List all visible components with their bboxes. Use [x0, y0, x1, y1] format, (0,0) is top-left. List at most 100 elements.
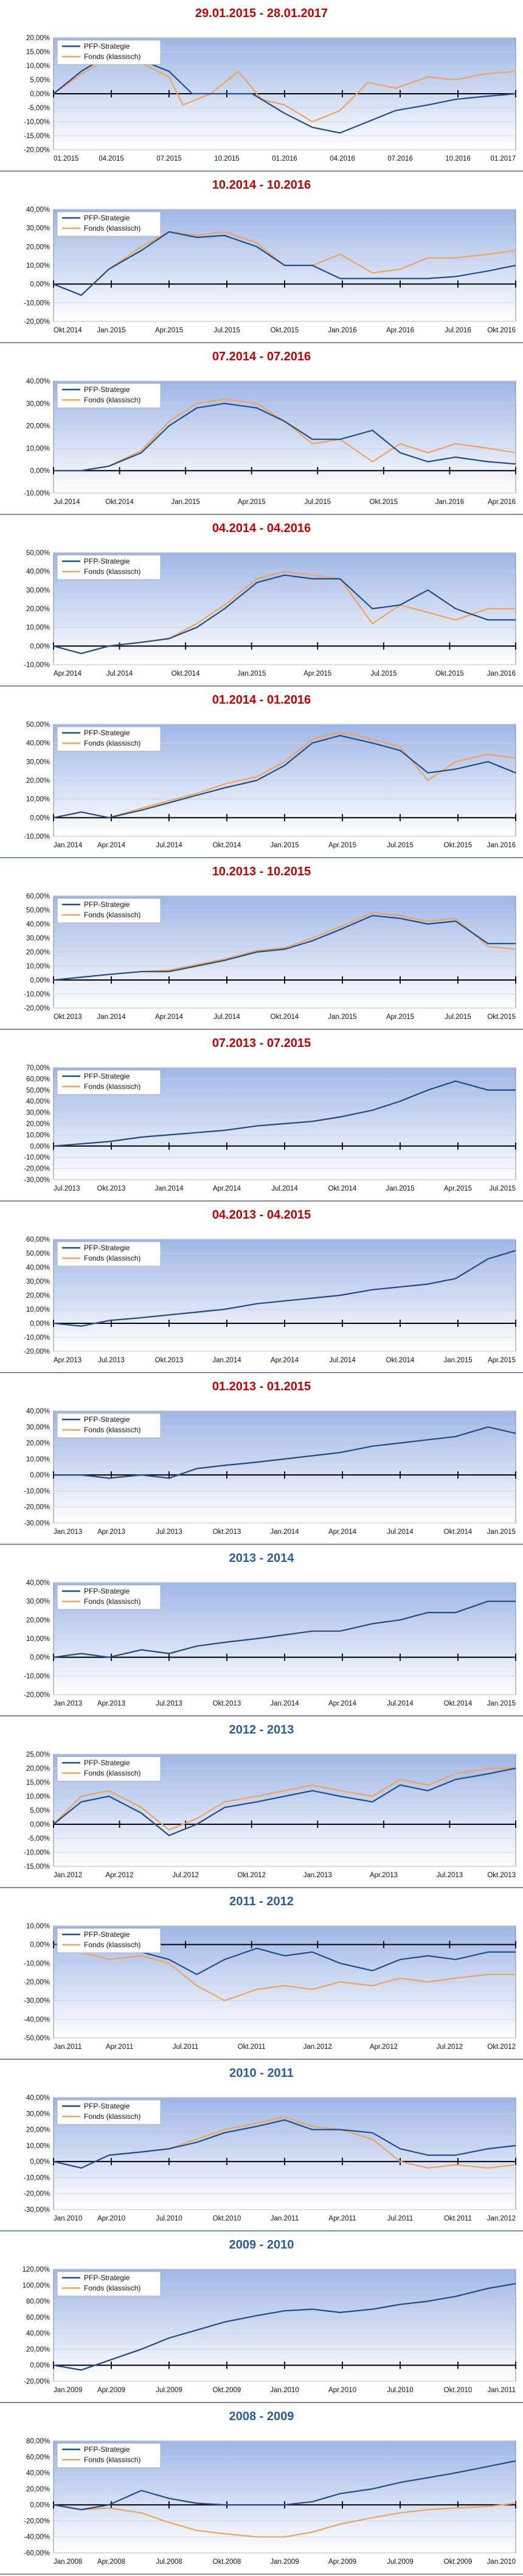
chart-panel: 10.2013 - 10.2015 60,00% 50,00% 40,00% 30,00… — [0, 858, 523, 1030]
x-tick-label: Okt.2014 — [171, 670, 200, 677]
x-tick-label: Jul.2014 — [106, 670, 133, 677]
line-chart: 01.2013 - 01.2015 40,00% 30,00% 20,00% 10,00… — [24, 1380, 516, 1536]
y-tick-label: 15,00% — [26, 1779, 50, 1787]
y-tick-label: 40,00% — [26, 921, 50, 928]
x-tick-label: Apr.2013 — [54, 1357, 81, 1364]
legend-label: Fonds (klassisch) — [84, 1597, 140, 1606]
x-tick-label: Jul.2011 — [387, 2215, 414, 2222]
y-tick-label: 60,00% — [26, 1076, 50, 1083]
y-tick-label: 40,00% — [26, 1580, 50, 1587]
x-tick-label: Jan.2011 — [488, 2387, 516, 2394]
x-tick-label: Jan.2012 — [303, 2043, 332, 2051]
x-tick-label: Jul.2013 — [98, 1357, 124, 1364]
legend-label: PFP-Strategie — [84, 1244, 130, 1252]
legend-label: PFP-Strategie — [84, 729, 130, 737]
line-chart: 10.2013 - 10.2015 60,00% 50,00% 40,00% 30,00… — [24, 865, 516, 1021]
y-tick-label: 0,00% — [30, 2158, 50, 2166]
legend-label: PFP-Strategie — [84, 214, 130, 222]
x-tick-label: Apr.2012 — [106, 1872, 134, 1879]
x-tick-label: Jul.2010 — [156, 2215, 182, 2222]
x-tick-label: Jan.2015 — [237, 670, 266, 677]
x-tick-label: Jul.2011 — [173, 2043, 199, 2051]
line-chart: 07.2013 - 07.2015 70,00% 60,00% 50,00% 40,00… — [24, 1037, 516, 1192]
x-tick-label: 01.2017 — [490, 155, 516, 163]
y-tick-label: 40,00% — [26, 2330, 50, 2337]
x-tick-label: Okt.2014 — [444, 1700, 473, 1707]
line-chart: 2009 - 2010 120,00% 100,00% 80,00% 60,00% 40,… — [23, 2238, 516, 2394]
y-tick-label: -10,00% — [24, 833, 50, 841]
legend-label: Fonds (klassisch) — [84, 224, 140, 233]
x-tick-label: Jul.2015 — [305, 499, 331, 506]
y-tick-label: 10,00% — [26, 1636, 50, 1643]
x-tick-label: Okt.2014 — [444, 1528, 473, 1536]
x-tick-label: Jul.2014 — [271, 1185, 298, 1192]
legend-label: Fonds (klassisch) — [84, 2455, 140, 2464]
x-tick-label: Okt.2012 — [487, 2043, 516, 2051]
chart-title: 2013 - 2014 — [229, 1552, 295, 1565]
y-tick-label: 60,00% — [26, 893, 50, 900]
x-tick-label: Jan.2012 — [54, 1872, 82, 1879]
y-tick-label: -15,00% — [24, 1863, 50, 1871]
x-tick-label: Jul.2010 — [387, 2387, 413, 2394]
legend — [57, 1413, 161, 1438]
legend-label: PFP-Strategie — [84, 385, 130, 394]
x-tick-label: Jul.2013 — [437, 1872, 463, 1879]
y-tick-label: 10,00% — [26, 1132, 50, 1139]
legend-label: Fonds (klassisch) — [84, 911, 140, 919]
x-tick-label: Jan.2014 — [54, 842, 83, 849]
y-tick-label: 5,00% — [30, 1807, 50, 1815]
x-tick-label: Jul.2015 — [213, 327, 240, 334]
x-tick-label: Apr.2015 — [386, 1013, 414, 1021]
legend-label: Fonds (klassisch) — [84, 1941, 140, 1949]
y-tick-label: 20,00% — [26, 606, 50, 613]
x-tick-label: Jan.2009 — [54, 2387, 82, 2394]
x-tick-label: Okt.2013 — [487, 1872, 516, 1879]
x-tick-label: Jan.2009 — [270, 2558, 299, 2566]
legend — [57, 1584, 161, 1610]
chart-panel: 07.2013 - 07.2015 70,00% 60,00% 50,00% 40,00… — [0, 1030, 523, 1202]
y-tick-label: 60,00% — [26, 2454, 50, 2461]
x-tick-label: Jul.2013 — [54, 1185, 80, 1192]
x-tick-label: Jan.2015 — [487, 1700, 516, 1707]
x-tick-label: Apr.2015 — [155, 327, 183, 334]
y-tick-label: 0,00% — [30, 467, 50, 475]
y-tick-label: 10,00% — [26, 1923, 50, 1930]
x-tick-label: Jan.2010 — [487, 2558, 516, 2566]
line-chart: 2012 - 2013 25,00% 20,00% 15,00% 10,00% 5,00%… — [24, 1723, 516, 1879]
x-tick-label: Jan.2016 — [487, 842, 516, 849]
legend-label: Fonds (klassisch) — [84, 52, 140, 61]
y-tick-label: 15,00% — [26, 49, 50, 56]
y-tick-label: -10,00% — [24, 1849, 50, 1857]
legend-label: PFP-Strategie — [84, 1930, 130, 1939]
y-tick-label: -20,00% — [24, 1005, 50, 1012]
legend — [57, 211, 161, 237]
y-tick-label: 20,00% — [26, 423, 50, 430]
y-tick-label: 80,00% — [26, 2438, 50, 2445]
legend-label: PFP-Strategie — [84, 1587, 130, 1595]
y-tick-label: -10,00% — [24, 1488, 50, 1495]
y-tick-label: -20,00% — [24, 1348, 50, 1356]
legend — [57, 1928, 161, 1953]
x-tick-label: Jan.2015 — [443, 1357, 472, 1364]
x-tick-label: Okt.2010 — [444, 2387, 473, 2394]
x-tick-label: Jul.2012 — [437, 2043, 463, 2051]
chart-title: 07.2014 - 07.2016 — [212, 350, 311, 363]
x-tick-label: Apr.2012 — [370, 2043, 398, 2051]
x-tick-label: Jan.2015 — [328, 1013, 356, 1021]
legend-label: PFP-Strategie — [84, 1072, 130, 1080]
y-tick-label: 20,00% — [26, 243, 50, 251]
legend — [57, 726, 161, 752]
x-tick-label: Jul.2014 — [54, 499, 80, 506]
series-line-strategy — [53, 735, 516, 819]
legend — [57, 1756, 161, 1782]
legend-label: Fonds (klassisch) — [84, 1769, 140, 1777]
x-tick-label: Jul.2013 — [156, 1528, 182, 1536]
legend-label: Fonds (klassisch) — [84, 739, 140, 747]
y-tick-label: -20,00% — [24, 318, 50, 326]
chart-panel: 2008 - 2009 80,00% 60,00% 40,00% 20,00% 0,00%… — [0, 2403, 523, 2575]
y-tick-label: 0,00% — [30, 1942, 50, 1949]
y-tick-label: -10,00% — [24, 662, 50, 669]
y-tick-label: -20,00% — [24, 1504, 50, 1511]
y-tick-label: 30,00% — [26, 1110, 50, 1117]
y-tick-label: -20,00% — [24, 1166, 50, 1173]
